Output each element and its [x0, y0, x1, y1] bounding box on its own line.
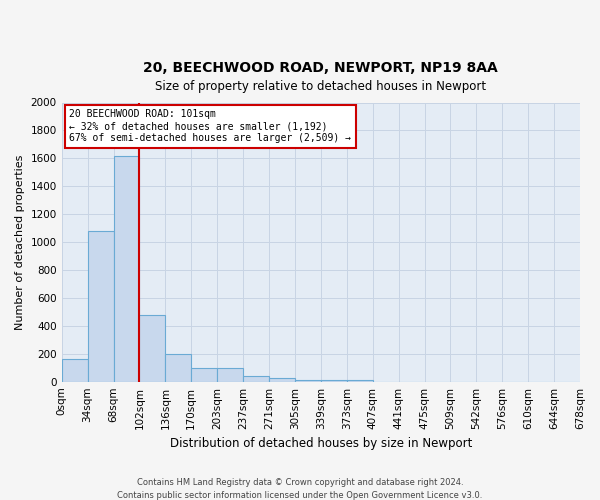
Bar [191, 368, 217, 382]
X-axis label: Distribution of detached houses by size in Newport: Distribution of detached houses by size … [170, 437, 472, 450]
Bar [88, 231, 113, 382]
Bar [295, 380, 321, 382]
Bar [243, 376, 269, 382]
Bar [321, 380, 347, 382]
Bar [139, 314, 166, 382]
Bar [347, 380, 373, 382]
Bar [217, 368, 243, 382]
Text: 20 BEECHWOOD ROAD: 101sqm
← 32% of detached houses are smaller (1,192)
67% of se: 20 BEECHWOOD ROAD: 101sqm ← 32% of detac… [70, 110, 352, 142]
Text: Size of property relative to detached houses in Newport: Size of property relative to detached ho… [155, 80, 487, 92]
Text: Contains HM Land Registry data © Crown copyright and database right 2024.
Contai: Contains HM Land Registry data © Crown c… [118, 478, 482, 500]
Bar [113, 156, 139, 382]
Bar [269, 378, 295, 382]
Y-axis label: Number of detached properties: Number of detached properties [15, 154, 25, 330]
Text: 20, BEECHWOOD ROAD, NEWPORT, NP19 8AA: 20, BEECHWOOD ROAD, NEWPORT, NP19 8AA [143, 60, 498, 74]
Bar [62, 358, 88, 382]
Bar [166, 354, 191, 382]
